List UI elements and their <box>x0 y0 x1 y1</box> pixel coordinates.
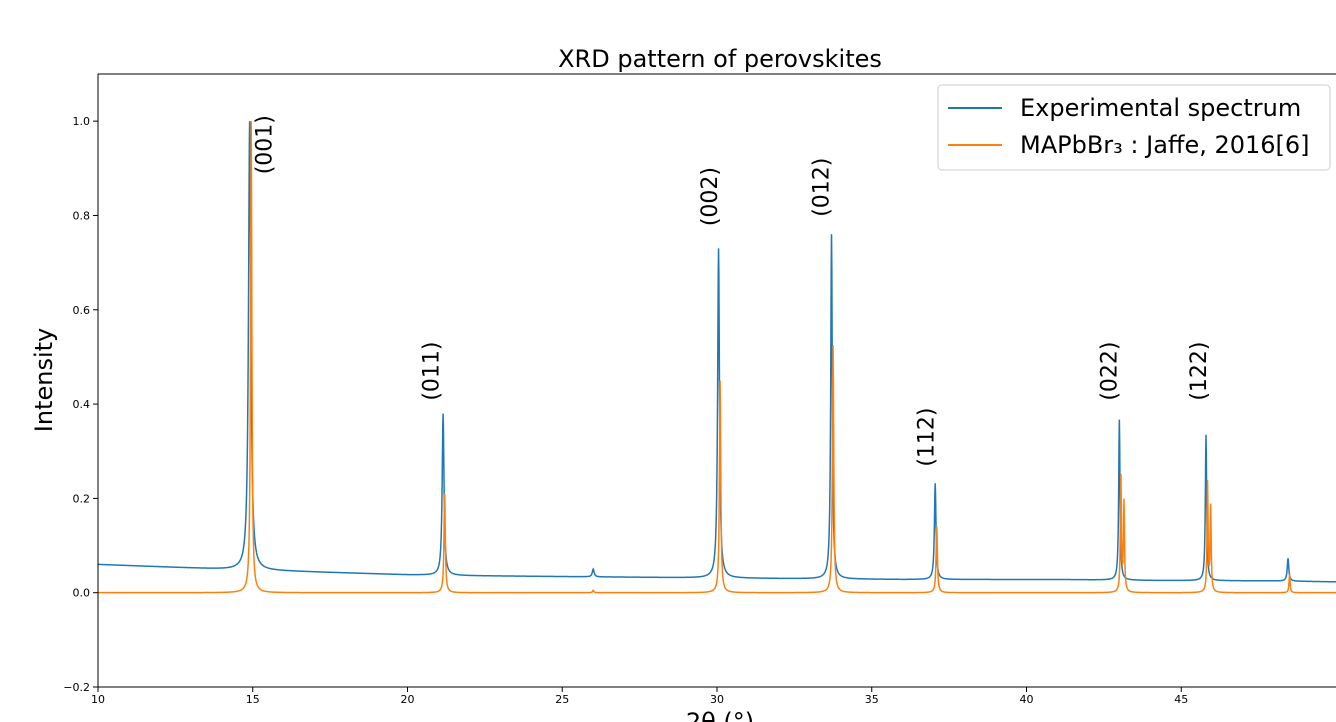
x-tick-label: 10 <box>91 693 105 706</box>
y-tick-label: 0.6 <box>73 304 91 317</box>
peak-annotations: (001) (011) (002) (012) (112) (022) (122) <box>252 115 1212 467</box>
legend-label-reference: MAPbBr₃ : Jaffe, 2016[6] <box>1020 131 1310 159</box>
x-tick-label: 35 <box>865 693 879 706</box>
x-tick-label: 20 <box>401 693 415 706</box>
y-tick-label: 1.0 <box>73 115 91 128</box>
peak-label: (001) <box>252 115 277 174</box>
x-axis-label: 2θ (°) <box>686 708 754 722</box>
plot-area <box>97 121 1336 594</box>
peak-label: (112) <box>915 408 940 467</box>
y-tick-label: 0.2 <box>73 492 91 505</box>
legend: Experimental spectrum MAPbBr₃ : Jaffe, 2… <box>937 84 1331 171</box>
y-axis-ticks: −0.2 0.0 0.2 0.4 0.6 0.8 1.0 <box>63 115 98 694</box>
y-tick-label: 0.8 <box>73 209 91 222</box>
series-line-experimental <box>97 121 1336 583</box>
x-tick-label: 25 <box>555 693 569 706</box>
peak-label: (002) <box>698 167 723 226</box>
series-line-reference <box>98 121 1336 594</box>
y-axis-label: Intensity <box>30 328 58 432</box>
x-tick-label: 40 <box>1020 693 1034 706</box>
peak-label: (022) <box>1097 342 1122 401</box>
y-tick-label: 0.4 <box>73 398 91 411</box>
chart-title: XRD pattern of perovskites <box>558 45 882 73</box>
x-axis-ticks: 10 15 20 25 30 35 40 45 <box>91 687 1188 706</box>
peak-label: (122) <box>1187 342 1212 401</box>
x-tick-label: 15 <box>246 693 260 706</box>
x-tick-label: 45 <box>1174 693 1188 706</box>
y-tick-label: −0.2 <box>63 681 90 694</box>
y-tick-label: 0.0 <box>73 587 91 600</box>
peak-label: (011) <box>420 342 445 401</box>
legend-box <box>937 84 1331 171</box>
peak-label: (012) <box>809 158 834 217</box>
legend-label-experimental: Experimental spectrum <box>1020 94 1301 122</box>
x-tick-label: 30 <box>710 693 724 706</box>
